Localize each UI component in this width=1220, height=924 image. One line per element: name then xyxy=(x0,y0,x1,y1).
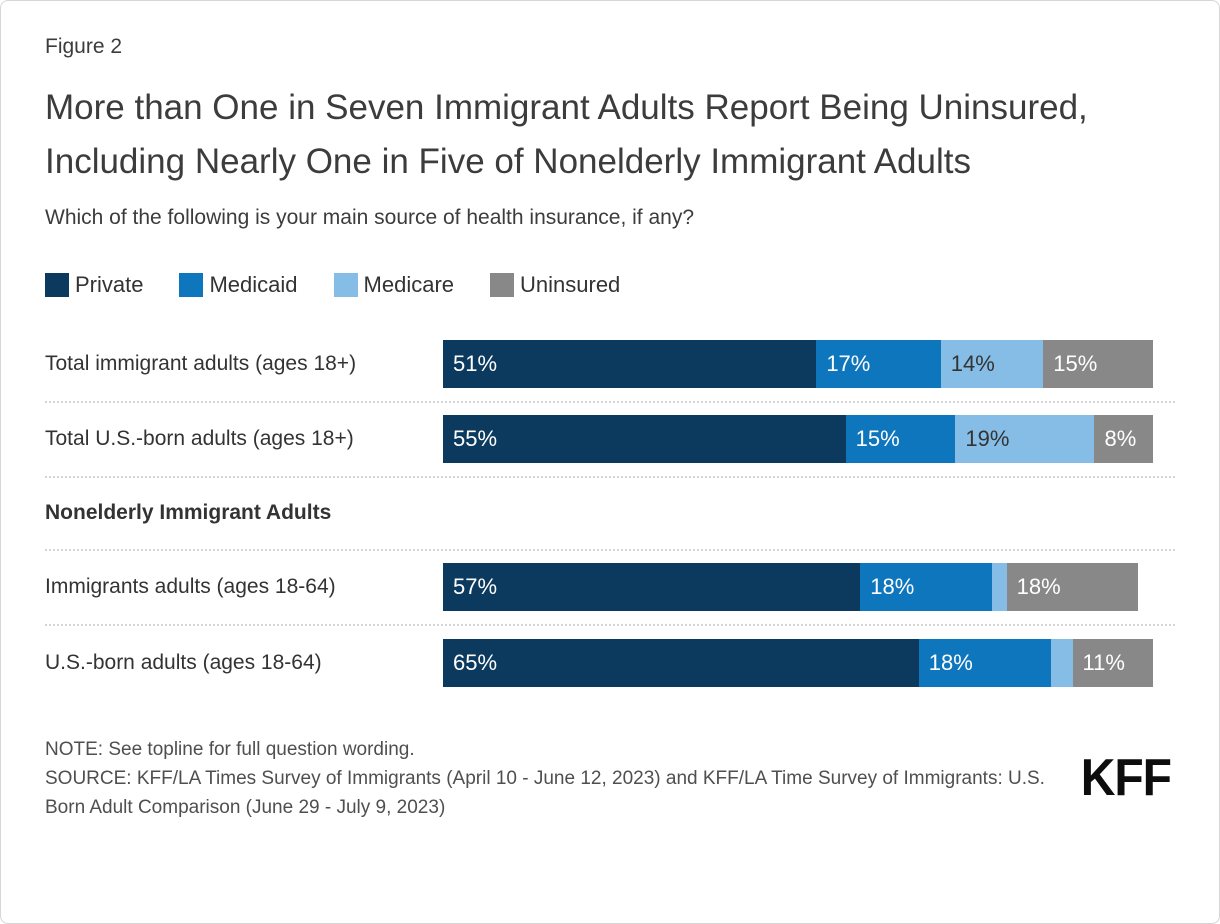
bar-segment-private: 51% xyxy=(443,340,817,388)
legend-label: Medicare xyxy=(363,271,455,297)
bar-segment-private: 65% xyxy=(443,639,919,687)
bar-segment-uninsured: 11% xyxy=(1072,639,1154,687)
bar-value-label: 15% xyxy=(855,426,900,451)
bar-track: 55% 15% 19% 8% xyxy=(443,415,1175,463)
bar-value-label: 15% xyxy=(1053,351,1098,376)
chart-row: Immigrants adults (ages 18-64) 57% 18% 18% xyxy=(45,551,1175,626)
bar-value-label: 51% xyxy=(453,351,498,376)
bar-segment-uninsured: 15% xyxy=(1043,340,1154,388)
bar-track: 65% 18% 11% xyxy=(443,639,1175,687)
note-text: NOTE: See topline for full question word… xyxy=(45,738,415,760)
legend-item-uninsured: Uninsured xyxy=(490,272,620,298)
legend-item-medicare: Medicare xyxy=(333,271,455,298)
bar-segment-medicare xyxy=(991,563,1007,611)
bar-segment-medicare xyxy=(1050,639,1073,687)
bar-value-label: 65% xyxy=(453,650,498,675)
section-header-row: Nonelderly Immigrant Adults xyxy=(45,478,1175,551)
kff-logo: KFF xyxy=(1080,750,1172,808)
bar-value-label: 18% xyxy=(928,650,973,675)
bar-value-label: 8% xyxy=(1104,426,1137,451)
legend-label: Uninsured xyxy=(520,271,621,297)
legend-swatch-uninsured xyxy=(490,272,515,297)
bar-segment-uninsured: 8% xyxy=(1094,415,1154,463)
chart-row: U.S.-born adults (ages 18-64) 65% 18% 11% xyxy=(45,626,1175,701)
bar-value-label: 18% xyxy=(1016,574,1061,599)
legend-item-medicaid: Medicaid xyxy=(179,271,298,298)
chart-legend: Private Medicaid Medicare Uninsured xyxy=(45,272,1175,298)
legend-label: Private xyxy=(75,271,144,297)
bar-value-label: 57% xyxy=(453,574,498,599)
bar-track: 57% 18% 18% xyxy=(443,563,1175,611)
legend-swatch-medicare xyxy=(333,272,358,297)
row-category-label: Total U.S.-born adults (ages 18+) xyxy=(45,427,354,450)
figure-label: Figure 2 xyxy=(45,35,123,58)
bar-segment-uninsured: 18% xyxy=(1006,563,1139,611)
bar-value-label: 11% xyxy=(1082,650,1125,675)
footnotes: NOTE: See topline for full question word… xyxy=(45,735,1055,823)
figure-subtitle: Which of the following is your main sour… xyxy=(45,205,695,229)
bar-value-label: 19% xyxy=(965,426,1010,451)
legend-item-private: Private xyxy=(45,272,143,298)
row-category-label: U.S.-born adults (ages 18-64) xyxy=(45,651,322,674)
bar-value-label: 55% xyxy=(453,426,498,451)
legend-label: Medicaid xyxy=(209,271,298,297)
bar-value-label: 18% xyxy=(870,574,915,599)
row-category-label: Total immigrant adults (ages 18+) xyxy=(45,352,357,375)
bar-segment-medicare: 14% xyxy=(940,340,1044,388)
chart-row: Total immigrant adults (ages 18+) 51% 17% 1… xyxy=(45,328,1175,403)
figure-footer: NOTE: See topline for full question word… xyxy=(45,735,1175,823)
bar-segment-medicaid: 15% xyxy=(845,415,956,463)
legend-swatch-medicaid xyxy=(179,272,204,297)
chart-row: Total U.S.-born adults (ages 18+) 55% 15% 1… xyxy=(45,403,1175,478)
bar-segment-medicaid: 18% xyxy=(860,563,992,611)
bar-segment-medicaid: 17% xyxy=(816,340,941,388)
row-category-label: Immigrants adults (ages 18-64) xyxy=(45,575,336,598)
figure-title: More than One in Seven Immigrant Adults … xyxy=(45,88,1088,182)
legend-swatch-private xyxy=(45,272,69,297)
bar-value-label: 14% xyxy=(950,351,995,376)
bar-track: 51% 17% 14% 15% xyxy=(443,340,1175,388)
stacked-bar-chart: Total immigrant adults (ages 18+) 51% 17% 1… xyxy=(45,328,1175,701)
section-header-label: Nonelderly Immigrant Adults xyxy=(45,501,332,524)
bar-value-label: 17% xyxy=(826,351,871,376)
source-text: SOURCE: KFF/LA Times Survey of Immigrant… xyxy=(45,767,1045,819)
bar-segment-private: 57% xyxy=(443,563,861,611)
bar-segment-medicaid: 18% xyxy=(918,639,1051,687)
bar-segment-medicare: 19% xyxy=(955,415,1095,463)
bar-segment-private: 55% xyxy=(443,415,846,463)
